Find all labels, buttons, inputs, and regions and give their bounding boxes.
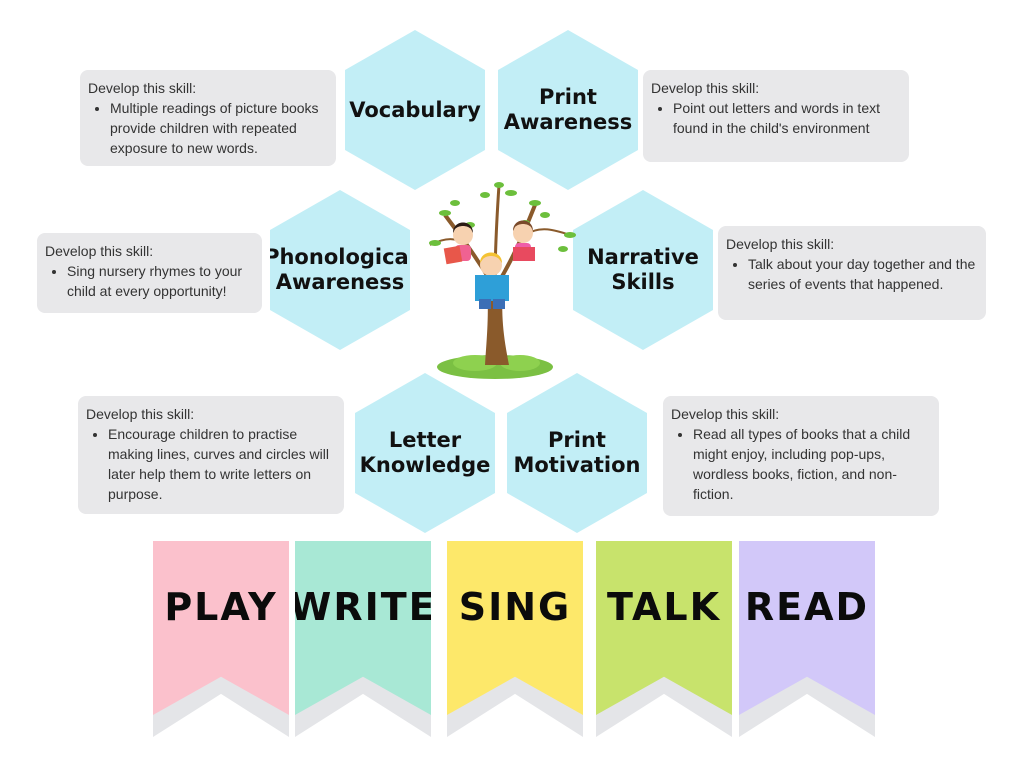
tip-heading: Develop this skill: xyxy=(671,406,780,422)
skill-title: Vocabulary xyxy=(349,97,481,122)
banner-word: PLAY xyxy=(164,585,278,629)
tip-text: Multiple readings of picture books provi… xyxy=(110,98,328,158)
banner-word: WRITE xyxy=(289,585,437,629)
banner-write: WRITE xyxy=(295,541,431,715)
banner-word: TALK xyxy=(606,585,722,629)
banner-word: READ xyxy=(744,585,870,629)
hexagon-phonological-awareness: Phonological Awareness xyxy=(270,190,410,350)
tip-text: Sing nursery rhymes to your child at eve… xyxy=(67,261,254,301)
hexagon-letter-knowledge: Letter Knowledge xyxy=(355,373,495,533)
tip-heading: Develop this skill: xyxy=(88,80,197,96)
skill-title: Print Awareness xyxy=(503,85,633,134)
hexagon-vocabulary: Vocabulary xyxy=(345,30,485,190)
skill-title: Letter Knowledge xyxy=(359,428,491,477)
tip-text: Encourage children to practise making li… xyxy=(108,424,336,504)
banner-talk: TALK xyxy=(596,541,732,715)
skill-title: Phonological Awareness xyxy=(264,245,416,294)
tip-text: Point out letters and words in text foun… xyxy=(673,98,901,138)
tip-box-print-awareness: Develop this skill: Point out letters an… xyxy=(643,70,909,162)
tip-heading: Develop this skill: xyxy=(86,406,195,422)
tip-box-phonological-awareness: Develop this skill: Sing nursery rhymes … xyxy=(37,233,262,313)
tip-heading: Develop this skill: xyxy=(651,80,760,96)
tip-box-narrative-skills: Develop this skill: Talk about your day … xyxy=(718,226,986,320)
tip-heading: Develop this skill: xyxy=(45,243,154,259)
tip-heading: Develop this skill: xyxy=(726,236,835,252)
tip-box-print-motivation: Develop this skill: Read all types of bo… xyxy=(663,396,939,516)
children-reading-in-tree-illustration xyxy=(429,182,576,379)
tip-box-letter-knowledge: Develop this skill: Encourage children t… xyxy=(78,396,344,514)
tip-text: Read all types of books that a child mig… xyxy=(693,424,931,504)
tip-box-vocabulary: Develop this skill: Multiple readings of… xyxy=(80,70,336,166)
leaves xyxy=(429,182,576,252)
tip-text: Talk about your day together and the ser… xyxy=(748,254,978,294)
skill-title: Print Motivation xyxy=(513,428,641,477)
skill-title: Narrative Skills xyxy=(587,245,699,294)
hexagon-narrative-skills: Narrative Skills xyxy=(573,190,713,350)
hexagon-print-awareness: Print Awareness xyxy=(498,30,638,190)
hexagon-print-motivation: Print Motivation xyxy=(507,373,647,533)
banner-word: SING xyxy=(458,585,572,629)
